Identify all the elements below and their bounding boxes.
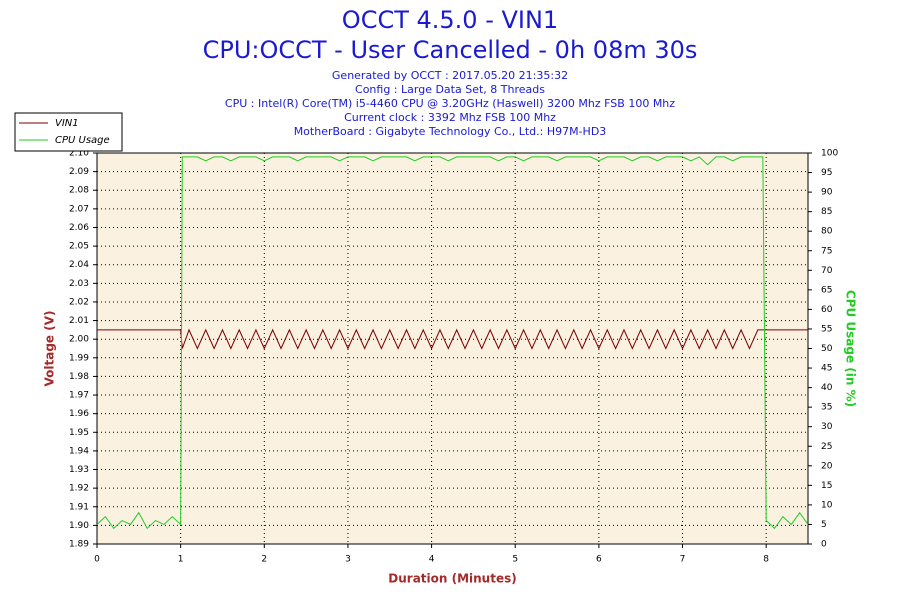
y2-tick-label: 80 [821,227,833,237]
y2-tick-label: 55 [821,324,832,334]
y-tick-label: 1.89 [69,540,89,550]
plot-area [96,152,809,545]
y2-tick-label: 5 [821,520,827,530]
y2-tick-label: 90 [821,188,833,198]
x-tick-label: 4 [429,555,435,565]
y2-tick-label: 65 [821,285,832,295]
legend-label: VIN1 [55,118,79,129]
info-line: CPU : Intel(R) Core(TM) i5-4460 CPU @ 3.… [225,97,675,110]
y-tick-label: 2.07 [69,204,89,214]
y2-tick-label: 10 [821,500,833,510]
x-tick-label: 8 [763,555,769,565]
legend-label: CPU Usage [55,135,110,146]
x-tick-label: 7 [680,555,686,565]
y-tick-label: 2.05 [69,242,89,252]
series-line [96,156,809,530]
y2-tick-label: 50 [821,344,833,354]
chart-title: OCCT 4.5.0 - VIN1 [342,6,558,34]
y2-tick-label: 15 [821,481,832,491]
info-line: MotherBoard : Gigabyte Technology Co., L… [294,125,607,138]
y2-axis-label: CPU Usage (in %) [844,290,858,407]
x-tick-label: 1 [178,555,184,565]
chart-subtitle: CPU:OCCT - User Cancelled - 0h 08m 30s [203,36,698,64]
info-block: Generated by OCCT : 2017.05.20 21:35:32C… [225,69,675,138]
y-tick-label: 1.91 [69,502,89,512]
y-tick-label: 1.92 [69,484,89,494]
y-tick-label: 1.98 [69,372,89,382]
x-tick-label: 5 [512,555,518,565]
y-tick-label: 2.10 [69,149,89,159]
y-tick-label: 1.94 [69,446,89,456]
y2-tick-label: 35 [821,403,832,413]
y2-tick-label: 60 [821,305,833,315]
info-line: Generated by OCCT : 2017.05.20 21:35:32 [332,69,568,82]
y2-tick-label: 20 [821,461,833,471]
y-tick-label: 1.99 [69,353,89,363]
y-tick-label: 2.03 [69,279,89,289]
y-tick-label: 2.06 [69,223,89,233]
y2-tick-label: 30 [821,422,833,432]
y-tick-label: 1.95 [69,428,89,438]
y2-tick-label: 75 [821,246,832,256]
lines [96,156,809,530]
x-tick-label: 6 [596,555,602,565]
x-tick-label: 2 [261,555,267,565]
y-tick-label: 2.00 [69,335,89,345]
x-axis-label: Duration (Minutes) [388,572,516,586]
y2-tick-label: 45 [821,364,832,374]
series-line [97,328,808,350]
y2-tick-label: 100 [821,149,838,159]
y-tick-label: 2.09 [69,167,89,177]
legend: VIN1 CPU Usage [14,112,123,152]
y2-tick-label: 70 [821,266,833,276]
y2-tick-label: 25 [821,442,832,452]
y-axis-label: Voltage (V) [43,311,57,387]
y2-tick-label: 40 [821,383,833,393]
y-tick-label: 2.04 [69,260,89,270]
x-tick-label: 3 [345,555,351,565]
ticks: 1.89 1.90 1.91 1.92 1.93 1.94 1.95 1.96 1.97 1.98… [69,149,838,565]
grid [96,152,808,545]
y-tick-label: 2.02 [69,297,89,307]
y2-tick-label: 0 [821,540,827,550]
y-tick-label: 1.96 [69,409,89,419]
y-tick-label: 1.93 [69,465,89,475]
y-tick-label: 2.01 [69,316,89,326]
y-tick-label: 1.90 [69,521,89,531]
y-tick-label: 1.97 [69,391,89,401]
info-line: Current clock : 3392 Mhz FSB 100 Mhz [344,111,556,124]
y2-tick-label: 85 [821,207,832,217]
legend-box [14,112,123,152]
y-tick-label: 2.08 [69,186,89,196]
info-line: Config : Large Data Set, 8 Threads [355,83,545,96]
y2-tick-label: 95 [821,168,832,178]
x-tick-label: 0 [94,555,100,565]
